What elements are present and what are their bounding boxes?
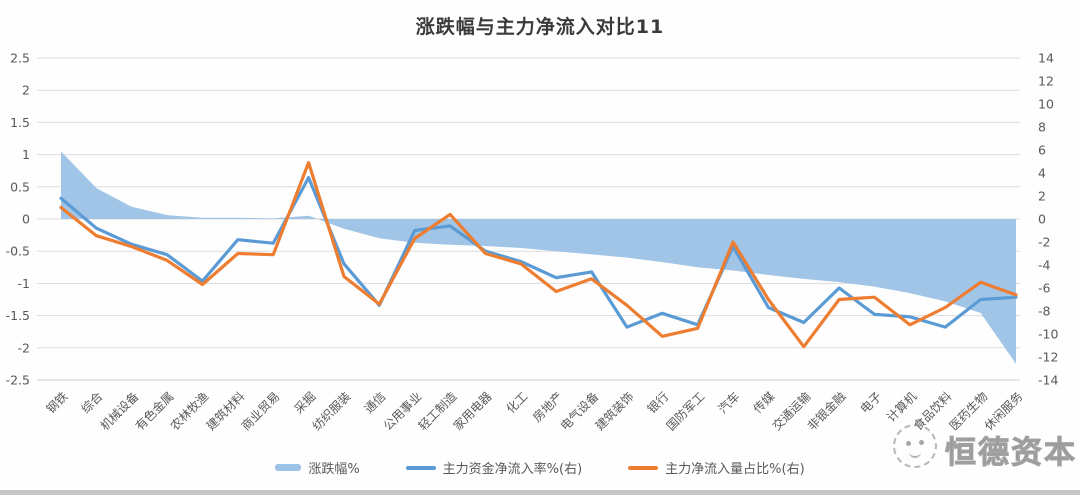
line-series-net-inflow-share [59,161,1018,349]
right-axis-tick: -8 [1038,304,1051,319]
legend-swatch [405,465,436,470]
right-axis-tick: 14 [1038,51,1054,66]
right-axis-tick: -2 [1038,235,1050,250]
area-series [61,151,1016,364]
right-axis-tick: 4 [1038,166,1046,181]
right-axis-tick: -4 [1038,258,1051,273]
left-axis-tick: 1.5 [10,115,30,130]
left-axis-tick: 2.5 [10,51,30,66]
legend-label: 涨跌幅% [308,462,360,477]
right-axis-tick: 0 [1038,212,1046,227]
right-axis-tick: -12 [1038,350,1058,365]
legend-item: 主力资金净流入率%(右) [405,458,583,477]
left-axis-tick: 1 [22,147,30,162]
left-axis-tick: -2.5 [6,373,30,388]
chart-title: 涨跌幅与主力净流入对比11 [415,16,665,38]
right-axis-tick: -6 [1038,281,1051,296]
legend-swatch [275,464,302,471]
right-axis-tick: 6 [1038,143,1046,158]
legend-label: 主力净流入量占比%(右) [665,462,805,477]
legend-label: 主力资金净流入率%(右) [442,462,583,477]
line-series-net-inflow-rate [59,176,1018,329]
legend-item: 涨跌幅% [275,458,360,477]
legend-swatch [628,465,659,470]
right-axis-tick: 2 [1038,189,1046,204]
left-axis-tick: -2 [18,340,30,355]
left-axis-tick: 0 [22,212,30,227]
right-axis-tick: 10 [1038,97,1054,112]
right-axis-tick: 12 [1038,74,1054,89]
left-axis-tick: -0.5 [6,244,30,259]
left-axis-tick: 2 [22,83,30,98]
chart-legend: 涨跌幅% 主力资金净流入率%(右) 主力净流入量占比%(右) [0,458,1080,477]
left-axis-tick: -1 [18,276,30,291]
right-axis-tick: 8 [1038,120,1046,135]
legend-item: 主力净流入量占比%(右) [628,458,805,477]
page-bottom-edge [0,490,1080,495]
right-axis-tick: -10 [1038,327,1058,342]
left-axis-tick: 0.5 [10,179,30,194]
right-axis-tick: -14 [1038,373,1058,388]
left-axis-tick: -1.5 [6,308,30,323]
